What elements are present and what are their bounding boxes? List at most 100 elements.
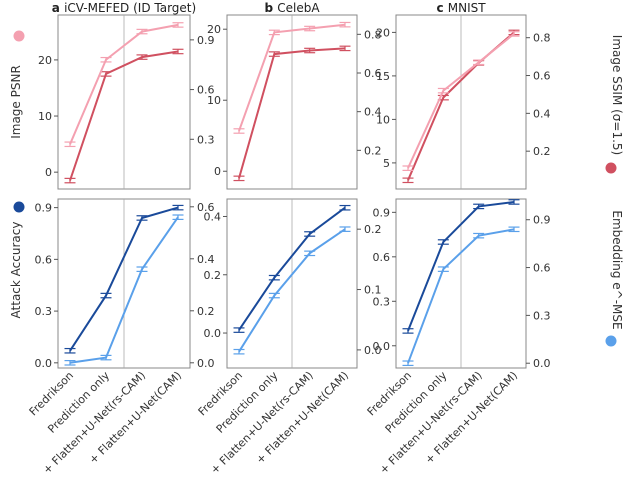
- data-point-ssim: [172, 22, 184, 28]
- right-tick-label: 0.9: [533, 214, 551, 227]
- left-tick-label: 0: [45, 166, 52, 179]
- left-tick-label: 0.3: [35, 305, 53, 318]
- data-point-ssim: [437, 87, 449, 94]
- right-tick-label: 0.6: [197, 201, 215, 214]
- right-tick-label: 0.6: [533, 262, 551, 275]
- data-point-psnr: [268, 51, 280, 57]
- data-point-accuracy: [64, 347, 76, 354]
- left-tick-label: 0.9: [35, 202, 53, 215]
- right-tick-label: 0.0: [197, 357, 215, 370]
- panel-title-text: CelebA: [277, 1, 320, 15]
- series-line-accuracy: [407, 201, 515, 332]
- accuracy-legend-dot: [13, 201, 25, 213]
- data-point-accuracy: [437, 239, 449, 245]
- left-tick-label: 0.0: [204, 327, 222, 340]
- left-tick-label: 10: [207, 94, 221, 107]
- data-point-accuracy: [136, 215, 148, 221]
- right-tick-label: 0.3: [197, 133, 215, 146]
- right-tick-label: 0.8: [364, 28, 382, 41]
- left-ylabel-bottom: Attack Accuracy: [9, 222, 23, 319]
- right-ylabel-bottom-group: Embedding e^-MSE: [610, 210, 624, 329]
- panel-title-text: MNIST: [448, 1, 486, 15]
- left-tick-label: 0.6: [35, 253, 53, 266]
- right-tick-label: 0.4: [197, 253, 215, 266]
- data-point-psnr: [136, 54, 148, 60]
- data-point-ssim: [339, 21, 351, 28]
- panel-title: c MNIST: [436, 1, 486, 15]
- data-point-psnr: [172, 48, 184, 55]
- right-tick-label: 0.6: [197, 84, 215, 97]
- ssim-legend-dot: [605, 162, 617, 174]
- data-point-accuracy: [233, 327, 245, 333]
- data-point-ssim: [64, 141, 76, 148]
- data-point-accuracy: [339, 204, 351, 211]
- data-point-embedding: [339, 226, 351, 232]
- data-point-embedding: [64, 360, 76, 366]
- data-point-ssim: [136, 28, 148, 35]
- data-point-embedding: [402, 360, 414, 367]
- right-tick-label: 0.2: [197, 305, 215, 318]
- panel-1: 0 10 20 0.3 0.6 0.9 a iCV-MEFED (ID Target): [38, 1, 215, 190]
- data-point-ssim: [402, 165, 414, 171]
- data-point-psnr: [339, 45, 351, 52]
- right-tick-label: 0.2: [364, 223, 382, 236]
- right-tick-label: 0.1: [364, 284, 382, 297]
- data-point-accuracy: [508, 199, 520, 205]
- data-point-ssim: [233, 128, 245, 134]
- category-label: Prediction only: [45, 369, 112, 436]
- series-line-psnr: [69, 50, 179, 181]
- panel-6: 0.00.30.60.90.00.30.60.9FredriksonPredic…: [365, 198, 551, 477]
- data-point-psnr: [100, 71, 112, 77]
- right-tick-label: 0.4: [533, 107, 551, 120]
- panels: 0 10 20 0.3 0.6 0.9 a iCV-MEFED (ID Target) 0 10…: [27, 1, 551, 477]
- data-point-ssim: [100, 56, 112, 63]
- data-point-embedding: [233, 348, 245, 355]
- left-tick-label: 20: [38, 54, 52, 67]
- panel-2: 0 10 20 0.2 0.4 0.6 0.8 b CelebA: [207, 1, 382, 190]
- data-point-embedding: [508, 226, 520, 233]
- right-ylabel-top: Image SSIM (σ=1.5): [610, 35, 624, 155]
- data-point-embedding: [304, 250, 316, 257]
- left-tick-label: 0: [214, 165, 221, 178]
- embedding-legend-dot: [605, 335, 617, 347]
- data-point-psnr: [64, 177, 76, 184]
- left-ylabel-bottom-group: Attack Accuracy: [9, 222, 23, 319]
- left-tick-label: 10: [376, 113, 390, 126]
- right-tick-label: 0.0: [533, 357, 551, 370]
- series-line-ssim: [69, 23, 179, 145]
- data-point-ssim: [268, 29, 280, 36]
- data-point-psnr: [402, 177, 414, 184]
- psnr-legend-dot: [13, 30, 25, 42]
- data-point-psnr: [233, 175, 245, 182]
- series-line-embedding: [407, 228, 515, 364]
- left-tick-label: 20: [376, 26, 390, 39]
- left-tick-label: 0.0: [35, 357, 53, 370]
- left-tick-label: 5: [383, 157, 390, 170]
- series-line-psnr: [238, 47, 346, 179]
- data-point-accuracy: [402, 328, 414, 334]
- right-tick-label: 0.4: [364, 106, 382, 119]
- left-ylabel-top: Image PSNR: [9, 65, 23, 139]
- left-tick-label: 0.6: [373, 251, 391, 264]
- data-point-embedding: [100, 354, 112, 361]
- series-line-accuracy: [69, 206, 179, 352]
- category-label: Prediction only: [383, 369, 450, 436]
- right-tick-label: 0.6: [533, 70, 551, 83]
- panel-title-text: iCV-MEFED (ID Target): [64, 1, 196, 15]
- right-tick-label: 0.2: [364, 144, 382, 157]
- left-tick-label: 0.3: [373, 295, 391, 308]
- left-tick-label: 0.2: [204, 269, 222, 282]
- right-tick-label: 0.8: [533, 32, 551, 45]
- left-ylabel-top-group: Image PSNR: [9, 65, 23, 139]
- panel-letter: c: [436, 1, 447, 15]
- left-tick-label: 15: [376, 70, 390, 83]
- data-point-embedding: [437, 266, 449, 272]
- series-line-embedding: [69, 216, 179, 364]
- data-point-embedding: [172, 214, 184, 220]
- right-ylabel-top-group: Image SSIM (σ=1.5): [610, 35, 624, 155]
- right-tick-label: 0.9: [197, 34, 215, 47]
- data-point-embedding: [473, 232, 485, 239]
- series-line-embedding: [238, 228, 346, 353]
